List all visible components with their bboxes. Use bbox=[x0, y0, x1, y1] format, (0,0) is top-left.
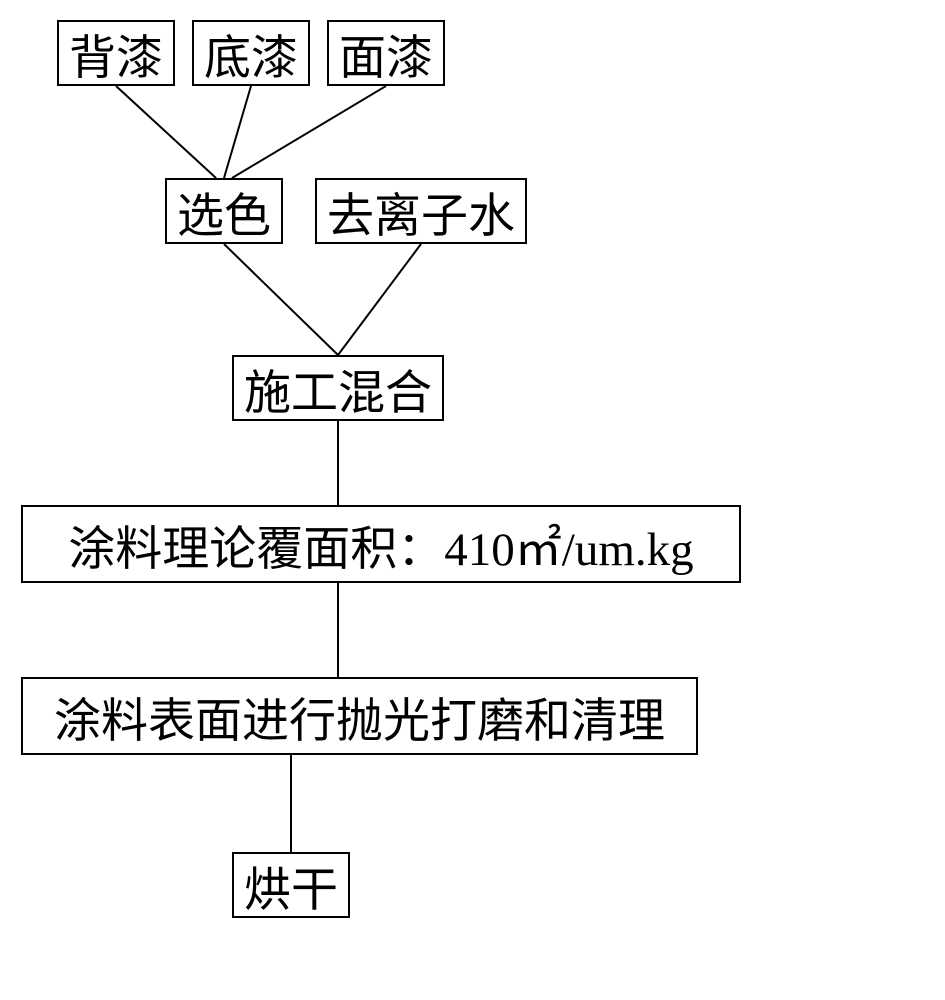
node-primer-label: 底漆 bbox=[204, 19, 298, 88]
node-construction-mix: 施工混合 bbox=[232, 355, 444, 421]
edge-back-paint-to-color bbox=[116, 86, 216, 178]
node-primer: 底漆 bbox=[192, 20, 310, 86]
edge-color-to-mix bbox=[224, 244, 338, 355]
node-deionized-water-label: 去离子水 bbox=[327, 177, 515, 246]
node-polish-clean-label: 涂料表面进行抛光打磨和清理 bbox=[54, 682, 665, 751]
connector-lines bbox=[0, 0, 945, 1000]
node-drying-label: 烘干 bbox=[244, 851, 338, 920]
node-construction-mix-label: 施工混合 bbox=[244, 354, 432, 423]
flowchart-container: 背漆 底漆 面漆 选色 去离子水 施工混合 涂料理论覆面积：410㎡/um.kg… bbox=[0, 0, 945, 1000]
node-polish-clean: 涂料表面进行抛光打磨和清理 bbox=[21, 677, 698, 755]
edge-water-to-mix bbox=[338, 244, 421, 355]
node-back-paint-label: 背漆 bbox=[69, 19, 163, 88]
node-top-paint-label: 面漆 bbox=[339, 19, 433, 88]
node-color-select-label: 选色 bbox=[177, 177, 271, 246]
node-deionized-water: 去离子水 bbox=[315, 178, 527, 244]
node-coverage-area: 涂料理论覆面积：410㎡/um.kg bbox=[21, 505, 741, 583]
edge-top-paint-to-color bbox=[232, 86, 386, 178]
node-back-paint: 背漆 bbox=[57, 20, 175, 86]
node-color-select: 选色 bbox=[165, 178, 283, 244]
node-top-paint: 面漆 bbox=[327, 20, 445, 86]
node-coverage-area-label: 涂料理论覆面积：410㎡/um.kg bbox=[68, 510, 693, 579]
node-drying: 烘干 bbox=[232, 852, 350, 918]
edge-primer-to-color bbox=[224, 86, 251, 178]
